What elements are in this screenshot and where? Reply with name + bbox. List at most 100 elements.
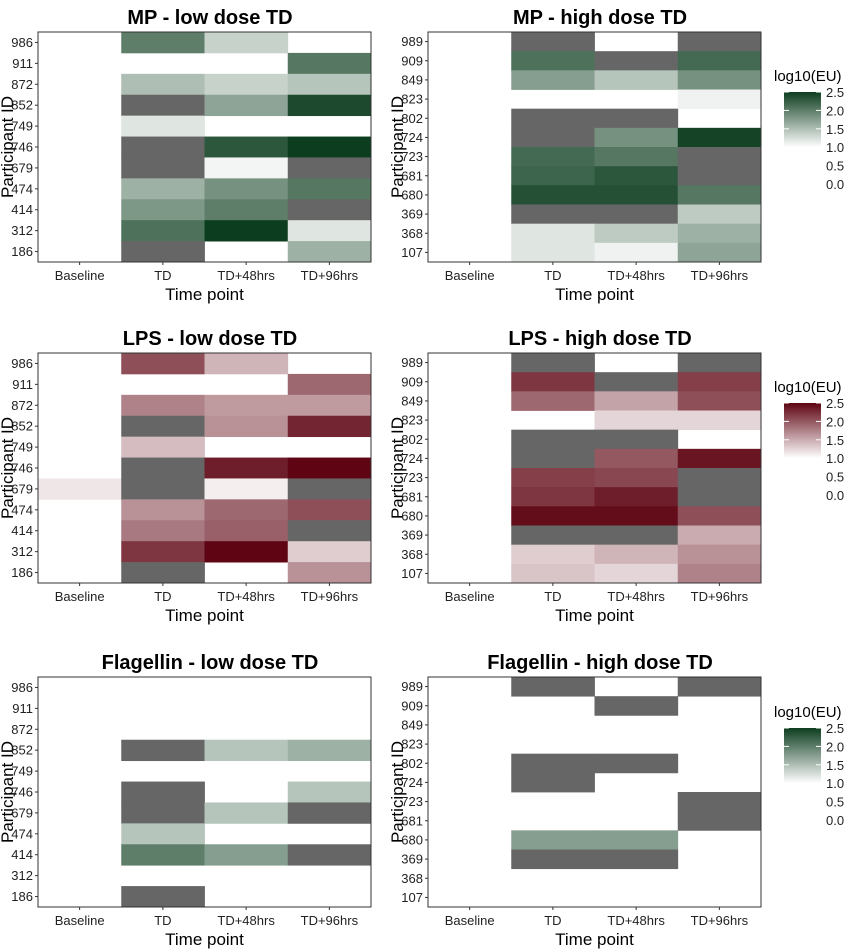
- heatmap-cell: [287, 478, 372, 500]
- heatmap-cell: [511, 372, 595, 392]
- y-tick-label: 107: [401, 245, 423, 260]
- heatmap-cell: [677, 70, 762, 90]
- y-tick-label: 823: [401, 413, 423, 428]
- heatmap-cell: [204, 739, 289, 762]
- heatmap-cell: [287, 52, 372, 75]
- y-tick-label: 723: [401, 149, 423, 164]
- heatmap-cell: [677, 242, 762, 263]
- y-tick-label: 414: [11, 847, 33, 862]
- heatmap-cell: [121, 136, 205, 158]
- y-tick-label: 872: [11, 722, 33, 737]
- legend-tick-label: 0.5: [826, 159, 844, 174]
- heatmap-cell: [594, 506, 679, 526]
- heatmap-cell: [204, 802, 289, 824]
- y-tick-label: 909: [401, 53, 423, 68]
- y-tick-label: 680: [401, 187, 423, 202]
- heatmap-cell: [204, 844, 289, 866]
- heatmap-cell: [511, 147, 595, 167]
- heatmap-cell: [121, 220, 205, 242]
- y-tick-label: 872: [11, 398, 33, 413]
- heatmap-cell: [511, 544, 595, 565]
- heatmap-cell: [511, 353, 595, 373]
- y-tick-label: 414: [11, 523, 33, 538]
- x-axis-title: Time point: [165, 606, 244, 625]
- y-tick-label: 474: [11, 502, 33, 517]
- heatmap-cell: [511, 753, 595, 774]
- heatmap-cell: [594, 242, 679, 263]
- heatmap-cell: [204, 394, 289, 417]
- x-tick-label: TD+48hrs: [217, 268, 275, 283]
- y-tick-label: 849: [401, 72, 423, 87]
- heatmap-cell: [287, 94, 372, 117]
- x-tick-label: TD+96hrs: [691, 589, 749, 604]
- heatmap-cell: [121, 739, 205, 762]
- heatmap-cell: [594, 696, 679, 716]
- heatmap-cell: [594, 372, 679, 392]
- heatmap-cell: [677, 353, 762, 373]
- heatmap-cell: [594, 753, 679, 774]
- heatmap-cell: [594, 127, 679, 148]
- x-tick-label: TD+96hrs: [301, 589, 359, 604]
- y-tick-label: 724: [401, 130, 423, 145]
- heatmap-cell: [677, 525, 762, 546]
- panel-lps-high: LPS - high dose TD Participant ID Time p…: [388, 328, 762, 625]
- legend-tick-label: 2.0: [826, 739, 844, 754]
- heatmap-cell: [121, 781, 205, 803]
- x-tick-label: TD: [544, 913, 561, 928]
- panel-lps-low: LPS - low dose TD Participant ID Time po…: [0, 328, 372, 625]
- heatmap-cell: [511, 830, 595, 850]
- heatmap-cell: [677, 410, 762, 431]
- legend-red: log10(EU) 2.5 2.0 1.5 1.0 0.5 0.0: [774, 379, 844, 503]
- y-tick-label: 681: [401, 168, 423, 183]
- y-tick-label: 312: [11, 223, 33, 238]
- legend-tick-label: 0.5: [826, 470, 844, 485]
- legend-tick-label: 0.0: [826, 813, 844, 828]
- x-axis-title: Time point: [555, 285, 634, 304]
- heatmap-cell: [204, 178, 289, 200]
- heatmap-cell: [204, 499, 289, 521]
- heatmap-cell: [511, 32, 595, 52]
- heatmap-cell: [511, 204, 595, 225]
- y-tick-label: 723: [401, 794, 423, 809]
- y-tick-label: 369: [401, 852, 423, 867]
- x-tick-label: Baseline: [55, 589, 105, 604]
- heatmap-cell: [594, 487, 679, 507]
- legend-green-bottom: log10(EU) 2.5 2.0 1.5 1.0 0.5 0.0: [774, 704, 844, 828]
- legend-colorbar: [784, 92, 821, 184]
- x-tick-label: TD+48hrs: [217, 913, 275, 928]
- heatmap-cell: [204, 457, 289, 479]
- heatmap-cell: [511, 849, 595, 870]
- heatmap-cell: [511, 51, 595, 71]
- heatmap-cell: [677, 127, 762, 148]
- heatmap-cell: [121, 415, 205, 438]
- heatmap-cell: [594, 525, 679, 546]
- y-tick-label: 802: [401, 111, 423, 126]
- heatmap-cell: [287, 499, 372, 521]
- heatmap-cell: [511, 242, 595, 263]
- y-tick-label: 909: [401, 374, 423, 389]
- y-axis-title: Participant ID: [0, 96, 17, 198]
- panel-title: LPS - low dose TD: [123, 328, 297, 350]
- heatmap-cell: [121, 353, 205, 375]
- y-tick-label: 312: [11, 868, 33, 883]
- heatmap-cell: [204, 520, 289, 542]
- heatmap-cell: [204, 415, 289, 438]
- x-axis-title: Time point: [555, 930, 634, 949]
- heatmap-cell: [511, 487, 595, 507]
- heatmap-cell: [121, 394, 205, 417]
- x-tick-label: TD: [544, 268, 561, 283]
- y-tick-label: 107: [401, 890, 423, 905]
- legend-green-top: log10(EU) 2.5 2.0 1.5 1.0 0.5 0.0: [774, 68, 844, 192]
- heatmap-cell: [594, 448, 679, 469]
- y-axis-title: Participant ID: [0, 741, 17, 843]
- heatmap-cell: [287, 781, 372, 803]
- heatmap-cell: [677, 372, 762, 392]
- y-tick-label: 989: [401, 34, 423, 49]
- y-tick-label: 369: [401, 528, 423, 543]
- heatmap-cell: [121, 541, 205, 563]
- heatmap-cell: [677, 185, 762, 205]
- heatmap-cell: [121, 178, 205, 200]
- heatmap-cell: [287, 73, 372, 96]
- heatmap-cell: [121, 844, 205, 866]
- heatmap-cell: [594, 544, 679, 565]
